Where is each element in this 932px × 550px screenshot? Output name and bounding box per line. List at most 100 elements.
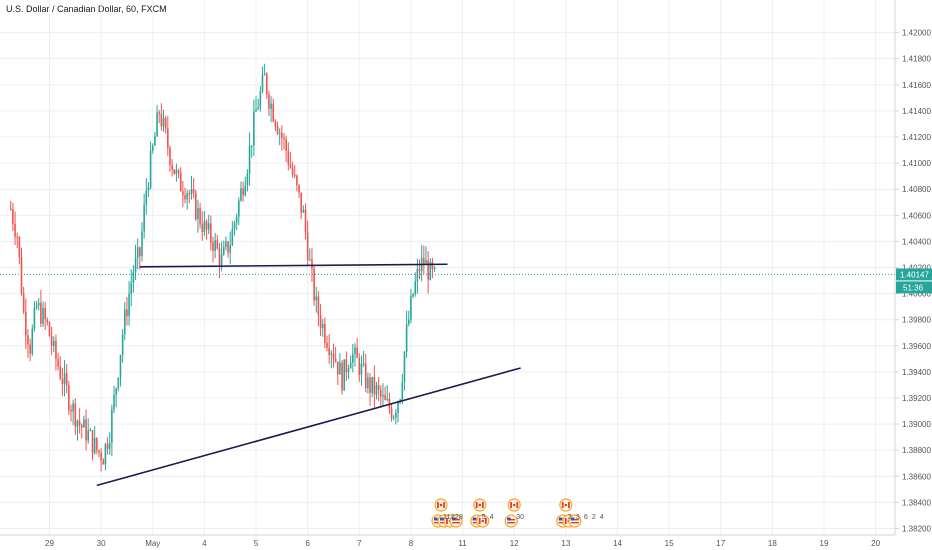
- candle[interactable]: [14, 211, 16, 246]
- candle[interactable]: [248, 132, 251, 186]
- candle[interactable]: [70, 404, 72, 422]
- candle[interactable]: [171, 159, 173, 177]
- candle[interactable]: [190, 175, 193, 200]
- candle[interactable]: [360, 355, 363, 386]
- candle[interactable]: [225, 236, 227, 251]
- candle[interactable]: [102, 458, 105, 465]
- candle[interactable]: [29, 338, 31, 362]
- candle[interactable]: [373, 365, 376, 409]
- candle[interactable]: [61, 367, 64, 397]
- candle[interactable]: [341, 360, 343, 395]
- candle[interactable]: [207, 214, 210, 235]
- candle[interactable]: [418, 259, 421, 280]
- us-flag-icon[interactable]: [568, 514, 582, 528]
- candle[interactable]: [395, 408, 397, 425]
- ca-flag-icon[interactable]: [507, 498, 521, 512]
- candle[interactable]: [240, 181, 242, 202]
- candle[interactable]: [343, 359, 346, 391]
- candle[interactable]: [76, 419, 79, 441]
- event-group[interactable]: 11 22 8: [431, 498, 463, 528]
- candle[interactable]: [300, 192, 303, 219]
- candle[interactable]: [336, 361, 339, 386]
- ca-flag-icon[interactable]: [473, 498, 487, 512]
- candle[interactable]: [192, 177, 195, 199]
- candle[interactable]: [74, 398, 77, 435]
- candle[interactable]: [179, 167, 182, 192]
- candle[interactable]: [197, 199, 199, 233]
- candle[interactable]: [175, 163, 178, 182]
- candle[interactable]: [169, 145, 171, 172]
- candle[interactable]: [145, 178, 148, 215]
- candle[interactable]: [390, 403, 393, 422]
- candle[interactable]: [164, 115, 167, 134]
- candle[interactable]: [283, 132, 285, 150]
- candle[interactable]: [136, 238, 139, 270]
- candle[interactable]: [108, 432, 111, 456]
- candle[interactable]: [382, 383, 384, 407]
- candle[interactable]: [201, 211, 204, 241]
- candle[interactable]: [410, 288, 412, 324]
- candle[interactable]: [80, 423, 83, 439]
- candle[interactable]: [345, 351, 348, 381]
- trendline-resistance[interactable]: [139, 263, 448, 268]
- candle[interactable]: [18, 236, 21, 265]
- candle[interactable]: [65, 364, 68, 394]
- candle[interactable]: [22, 286, 25, 315]
- candle[interactable]: [407, 310, 410, 327]
- candle[interactable]: [78, 408, 81, 434]
- candle[interactable]: [328, 334, 330, 364]
- candle[interactable]: [203, 211, 206, 236]
- candle[interactable]: [160, 103, 163, 131]
- candle[interactable]: [401, 373, 404, 405]
- candle[interactable]: [139, 246, 141, 270]
- candle[interactable]: [119, 354, 122, 387]
- candle[interactable]: [362, 350, 365, 368]
- candle[interactable]: [259, 86, 262, 112]
- candle[interactable]: [358, 353, 361, 382]
- time-axis[interactable]: 29 30 May 4 5 6 7 8 11 12 13 14 15 17 18 19 20: [0, 534, 895, 548]
- candle[interactable]: [377, 377, 380, 402]
- candle[interactable]: [274, 119, 277, 131]
- candle[interactable]: [423, 245, 425, 274]
- candle[interactable]: [306, 220, 309, 267]
- candle[interactable]: [44, 302, 46, 330]
- candle[interactable]: [349, 355, 352, 369]
- candle[interactable]: [216, 234, 219, 250]
- candle[interactable]: [106, 437, 109, 455]
- candle[interactable]: [33, 301, 36, 332]
- candle[interactable]: [212, 236, 214, 263]
- trendlines[interactable]: [96, 263, 521, 487]
- candle[interactable]: [268, 90, 270, 116]
- price-axis[interactable]: 1.38200 1.38400 1.38600 1.38800 1.39000 1.392…: [894, 0, 932, 550]
- candle[interactable]: [115, 387, 117, 408]
- candle[interactable]: [255, 96, 257, 112]
- candle[interactable]: [40, 290, 42, 328]
- candle[interactable]: [154, 131, 156, 146]
- candle[interactable]: [392, 415, 395, 421]
- candle[interactable]: [100, 448, 102, 472]
- candle[interactable]: [16, 232, 19, 249]
- candle[interactable]: [205, 219, 208, 240]
- candle[interactable]: [384, 386, 386, 401]
- candle[interactable]: [52, 336, 55, 352]
- candle[interactable]: [433, 266, 436, 272]
- candle[interactable]: [184, 187, 186, 204]
- candle[interactable]: [319, 304, 322, 337]
- candle[interactable]: [291, 161, 294, 178]
- candle[interactable]: [151, 143, 154, 154]
- candle[interactable]: [141, 222, 143, 262]
- candle[interactable]: [431, 257, 434, 279]
- candle[interactable]: [405, 310, 408, 358]
- candle[interactable]: [429, 258, 432, 281]
- candle[interactable]: [37, 298, 40, 311]
- candle[interactable]: [121, 328, 124, 363]
- candle[interactable]: [369, 373, 371, 406]
- candle[interactable]: [380, 385, 382, 408]
- candle[interactable]: [222, 240, 225, 256]
- candle[interactable]: [158, 109, 161, 123]
- candle[interactable]: [173, 168, 176, 175]
- candle[interactable]: [72, 399, 74, 426]
- candle[interactable]: [367, 372, 369, 394]
- candle[interactable]: [63, 360, 66, 397]
